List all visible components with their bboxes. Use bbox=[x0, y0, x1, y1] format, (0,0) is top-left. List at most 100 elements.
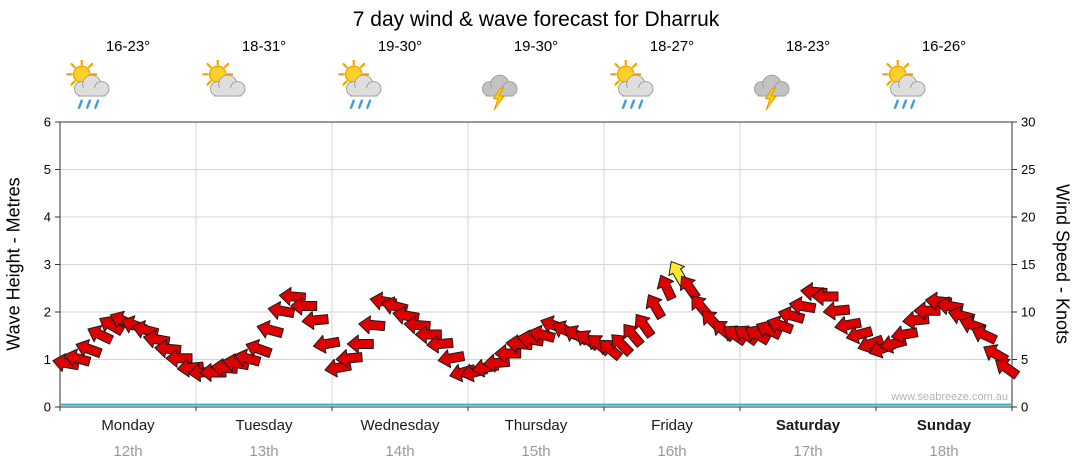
day-date-label: 17th bbox=[793, 443, 823, 460]
wind-arrow bbox=[267, 301, 296, 320]
right-axis-tick-label: 5 bbox=[1021, 352, 1028, 367]
left-axis-tick-label: 1 bbox=[44, 352, 51, 367]
wind-arrow-shape bbox=[811, 287, 839, 306]
wind-arrow-shape bbox=[528, 324, 556, 344]
wind-arrow-shape bbox=[301, 311, 329, 330]
wind-arrow bbox=[63, 348, 92, 367]
temperature-range: 19-30° bbox=[513, 38, 559, 55]
sun-cloud-icon bbox=[202, 60, 246, 97]
wind-arrow bbox=[245, 339, 273, 358]
wind-arrow-shape bbox=[335, 349, 363, 368]
day-name-label: Saturday bbox=[775, 417, 841, 434]
wind-arrow-shape bbox=[346, 334, 374, 354]
wind-arrow bbox=[301, 311, 329, 330]
wind-arrow-shape bbox=[437, 349, 466, 369]
right-axis-tick-label: 30 bbox=[1021, 115, 1035, 130]
left-axis-tick-label: 6 bbox=[44, 115, 51, 130]
day-date-label: 13th bbox=[249, 443, 279, 460]
wind-arrow-shape bbox=[599, 339, 624, 362]
wind-arrow bbox=[437, 349, 466, 369]
cloud-storm-icon bbox=[754, 74, 790, 111]
left-axis-tick-label: 5 bbox=[44, 162, 51, 177]
wind-arrow bbox=[99, 315, 126, 336]
wind-arrow bbox=[358, 315, 386, 335]
wind-arrow-shape bbox=[256, 320, 284, 339]
left-axis-tick-label: 4 bbox=[44, 210, 51, 225]
wind-arrow bbox=[822, 301, 851, 321]
wind-arrow-shape bbox=[267, 301, 296, 320]
day-date-label: 14th bbox=[385, 443, 415, 460]
wind-arrow bbox=[290, 296, 318, 316]
right-axis-tick-label: 10 bbox=[1021, 305, 1035, 320]
wind-arrow bbox=[811, 287, 839, 306]
wind-arrow-shape bbox=[995, 358, 1021, 380]
wind-arrow-shape bbox=[834, 315, 862, 335]
wind-arrow bbox=[777, 305, 806, 325]
day-name-label: Wednesday bbox=[360, 417, 440, 434]
weather-icon-slot bbox=[332, 60, 468, 116]
wind-arrow bbox=[256, 320, 284, 339]
watermark: www.seabreeze.com.au bbox=[891, 391, 1008, 403]
wind-arrow bbox=[845, 325, 874, 345]
day-name-label: Monday bbox=[101, 417, 155, 434]
wind-arrow-shape bbox=[99, 315, 126, 336]
wind-arrow bbox=[599, 339, 624, 362]
wind-arrow-shape bbox=[679, 275, 701, 301]
day-date-label: 16th bbox=[657, 443, 687, 460]
day-name-label: Tuesday bbox=[235, 417, 293, 434]
wind-arrow-shape bbox=[845, 325, 874, 345]
wind-arrow-shape bbox=[87, 324, 114, 345]
wind-arrow-shape bbox=[75, 339, 103, 358]
page-title: 7 day wind & wave forecast for Dharruk bbox=[352, 8, 720, 31]
sun-cloud-rain-icon bbox=[66, 60, 110, 110]
wind-arrow bbox=[233, 348, 262, 367]
wind-arrow bbox=[346, 334, 374, 354]
wind-arrow-shape bbox=[645, 294, 666, 321]
day-date-label: 18th bbox=[929, 443, 959, 460]
wind-arrow-shape bbox=[312, 334, 341, 354]
wind-arrow-shape bbox=[233, 348, 262, 367]
wind-arrow-shape bbox=[971, 324, 998, 345]
wind-arrow bbox=[834, 315, 862, 335]
wind-arrow-shape bbox=[634, 313, 656, 339]
wind-arrow bbox=[983, 344, 1010, 365]
wind-arrow bbox=[623, 324, 645, 348]
temperature-range: 18-27° bbox=[649, 38, 695, 55]
wind-arrow-shape bbox=[245, 339, 273, 358]
weather-icon-slot bbox=[468, 60, 604, 116]
wind-arrow-shape bbox=[766, 315, 794, 335]
wind-arrow-shape bbox=[290, 296, 318, 316]
wind-arrow bbox=[634, 313, 656, 339]
wind-arrow bbox=[745, 325, 772, 346]
wind-arrow-shape bbox=[777, 305, 806, 325]
wind-arrow-shape bbox=[623, 324, 645, 348]
cloud-storm-icon bbox=[482, 74, 518, 111]
wind-arrow bbox=[679, 275, 701, 301]
weather-icon-slot bbox=[60, 60, 196, 116]
wind-arrow bbox=[995, 358, 1021, 380]
wind-arrow-shape bbox=[857, 334, 885, 354]
temperature-range: 18-31° bbox=[241, 38, 287, 55]
wind-arrow bbox=[528, 324, 556, 344]
wind-arrow bbox=[426, 334, 454, 354]
wind-arrow-shape bbox=[745, 325, 772, 346]
wind-arrow bbox=[87, 324, 114, 345]
wind-arrow bbox=[645, 294, 666, 321]
wind-arrow bbox=[971, 324, 998, 345]
wind-arrow-shape bbox=[611, 334, 634, 357]
temperature-range: 18-23° bbox=[785, 38, 831, 55]
wind-arrow-shape bbox=[358, 315, 386, 335]
wind-arrow-shape bbox=[788, 296, 817, 316]
right-axis-tick-label: 15 bbox=[1021, 257, 1035, 272]
temperature-range: 16-26° bbox=[921, 38, 967, 55]
wind-arrow bbox=[312, 334, 341, 354]
wind-arrow-shape bbox=[426, 334, 454, 354]
temperature-range: 16-23° bbox=[105, 38, 151, 55]
wind-arrow bbox=[857, 334, 885, 354]
wind-arrow bbox=[788, 296, 817, 316]
weather-icon-slot bbox=[196, 60, 332, 116]
right-axis-tick-label: 25 bbox=[1021, 162, 1035, 177]
day-name-label: Sunday bbox=[916, 417, 972, 434]
wind-arrow bbox=[766, 315, 794, 335]
